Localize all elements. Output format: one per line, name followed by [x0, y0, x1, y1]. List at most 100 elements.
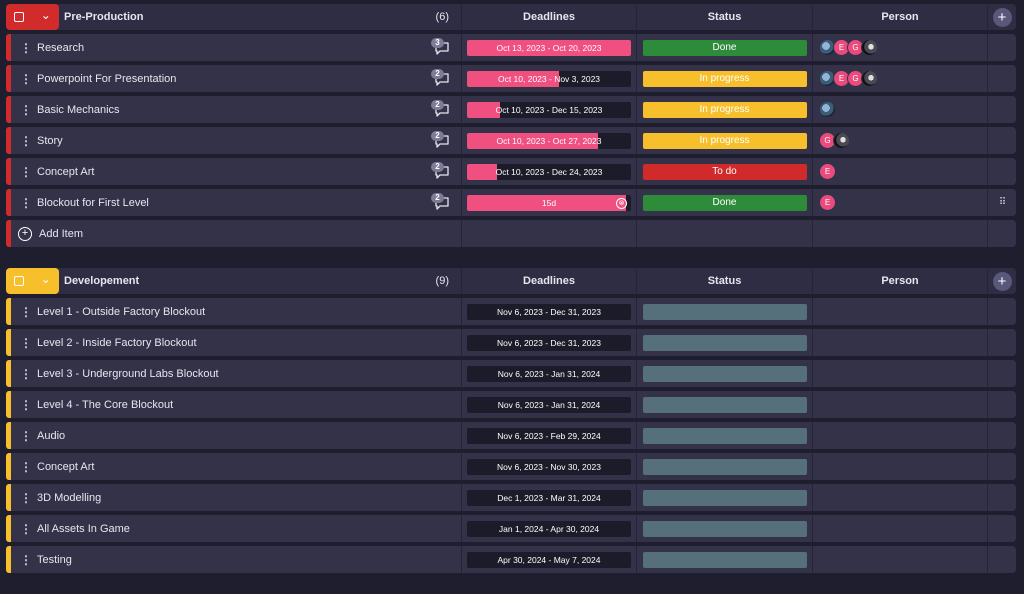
- person-cell[interactable]: [812, 329, 987, 356]
- timeline-bar[interactable]: Jan 1, 2024 - Apr 30, 2024: [467, 520, 631, 537]
- row-menu-icon[interactable]: ⋮: [20, 335, 32, 350]
- row-menu-icon[interactable]: ⋮: [20, 133, 32, 148]
- status-label[interactable]: In progress: [642, 132, 807, 149]
- avatar[interactable]: G: [847, 39, 864, 56]
- comments-button[interactable]: 2: [431, 193, 453, 211]
- status-label[interactable]: To do: [642, 163, 807, 180]
- comments-button[interactable]: 2: [431, 100, 453, 118]
- row-menu-icon[interactable]: ⋮: [20, 195, 32, 210]
- status-label[interactable]: In progress: [642, 101, 807, 118]
- plus-circle-icon[interactable]: +: [18, 226, 32, 241]
- status-cell[interactable]: [636, 546, 812, 573]
- avatar[interactable]: E: [833, 70, 850, 87]
- status-cell[interactable]: [636, 391, 812, 418]
- row-menu-icon[interactable]: ⋮: [20, 490, 32, 505]
- col-header-status[interactable]: Status: [636, 268, 812, 294]
- deadline-cell[interactable]: Oct 10, 2023 - Oct 27, 2023: [461, 127, 636, 154]
- row-menu-icon[interactable]: ⋮: [20, 397, 32, 412]
- status-cell[interactable]: [636, 422, 812, 449]
- timeline-bar[interactable]: Nov 6, 2023 - Dec 31, 2023: [467, 334, 631, 351]
- person-cell[interactable]: [812, 484, 987, 511]
- select-all-checkbox[interactable]: [14, 276, 25, 286]
- chevron-down-icon[interactable]: ⌄: [40, 271, 51, 286]
- row-menu-icon[interactable]: ⋮: [20, 521, 32, 536]
- task-name[interactable]: Audio: [37, 429, 66, 442]
- person-cell[interactable]: [812, 453, 987, 480]
- deadline-cell[interactable]: Nov 6, 2023 - Jan 31, 2024: [461, 360, 636, 387]
- select-all-checkbox[interactable]: [14, 12, 25, 22]
- deadline-cell[interactable]: Nov 6, 2023 - Nov 30, 2023: [461, 453, 636, 480]
- avatar[interactable]: [819, 101, 836, 118]
- timeline-bar[interactable]: Nov 6, 2023 - Jan 31, 2024: [467, 365, 631, 382]
- deadline-cell[interactable]: Nov 6, 2023 - Dec 31, 2023: [461, 329, 636, 356]
- person-cell[interactable]: [812, 422, 987, 449]
- avatar[interactable]: [861, 70, 878, 87]
- status-label[interactable]: [642, 458, 807, 475]
- deadline-cell[interactable]: Nov 6, 2023 - Dec 31, 2023: [461, 298, 636, 325]
- status-cell[interactable]: [636, 298, 812, 325]
- person-cell[interactable]: [812, 515, 987, 542]
- clear-icon[interactable]: ⊗: [616, 197, 627, 209]
- task-name[interactable]: Level 1 - Outside Factory Blockout: [37, 305, 206, 318]
- task-name[interactable]: Level 2 - Inside Factory Blockout: [37, 336, 197, 349]
- timeline-bar[interactable]: Apr 30, 2024 - May 7, 2024: [467, 551, 631, 568]
- task-name[interactable]: Level 3 - Underground Labs Blockout: [37, 367, 219, 380]
- row-menu-icon[interactable]: ⋮: [20, 459, 32, 474]
- deadline-cell[interactable]: Oct 10, 2023 - Nov 3, 2023: [461, 65, 636, 92]
- row-menu-icon[interactable]: ⋮: [20, 71, 32, 86]
- person-cell[interactable]: [812, 360, 987, 387]
- status-label[interactable]: [642, 396, 807, 413]
- col-header-deadlines[interactable]: Deadlines: [461, 4, 636, 30]
- status-label[interactable]: Done: [642, 39, 807, 56]
- status-cell[interactable]: [636, 329, 812, 356]
- add-column-button[interactable]: +: [992, 7, 1012, 27]
- status-label[interactable]: In progress: [642, 70, 807, 87]
- timeline-bar[interactable]: Nov 6, 2023 - Dec 31, 2023: [467, 303, 631, 320]
- status-cell[interactable]: [636, 515, 812, 542]
- timeline-bar[interactable]: Nov 6, 2023 - Feb 29, 2024: [467, 427, 631, 444]
- add-item-cell[interactable]: + Add Item: [6, 220, 461, 247]
- status-cell[interactable]: [636, 360, 812, 387]
- timeline-bar[interactable]: Oct 10, 2023 - Dec 24, 2023: [467, 163, 631, 180]
- timeline-bar[interactable]: Nov 6, 2023 - Jan 31, 2024: [467, 396, 631, 413]
- avatar[interactable]: E: [819, 194, 836, 211]
- deadline-cell[interactable]: 15d ⊗: [461, 189, 636, 216]
- status-cell[interactable]: In progress: [636, 65, 812, 92]
- group-collapse-toggle[interactable]: ⌄: [6, 268, 59, 294]
- comments-button[interactable]: 2: [431, 131, 453, 149]
- status-cell[interactable]: Done: [636, 34, 812, 61]
- row-menu-icon[interactable]: ⋮: [20, 304, 32, 319]
- person-cell[interactable]: G: [812, 127, 987, 154]
- row-menu-icon[interactable]: ⋮: [20, 366, 32, 381]
- status-cell[interactable]: [636, 484, 812, 511]
- deadline-cell[interactable]: Oct 10, 2023 - Dec 15, 2023: [461, 96, 636, 123]
- chevron-down-icon[interactable]: ⌄: [40, 7, 51, 22]
- deadline-cell[interactable]: Apr 30, 2024 - May 7, 2024: [461, 546, 636, 573]
- deadline-cell[interactable]: Oct 10, 2023 - Dec 24, 2023: [461, 158, 636, 185]
- task-name[interactable]: Testing: [37, 553, 72, 566]
- deadline-cell[interactable]: Nov 6, 2023 - Feb 29, 2024: [461, 422, 636, 449]
- status-cell[interactable]: To do: [636, 158, 812, 185]
- timeline-bar[interactable]: Dec 1, 2023 - Mar 31, 2024: [467, 489, 631, 506]
- row-menu-icon[interactable]: ⋮: [20, 40, 32, 55]
- status-label[interactable]: [642, 303, 807, 320]
- status-cell[interactable]: In progress: [636, 127, 812, 154]
- status-label[interactable]: [642, 365, 807, 382]
- add-column-button[interactable]: +: [992, 271, 1012, 291]
- task-name[interactable]: Research: [37, 41, 85, 54]
- col-header-person[interactable]: Person: [812, 4, 987, 30]
- col-header-deadlines[interactable]: Deadlines: [461, 268, 636, 294]
- status-cell[interactable]: In progress: [636, 96, 812, 123]
- deadline-cell[interactable]: Dec 1, 2023 - Mar 31, 2024: [461, 484, 636, 511]
- avatar[interactable]: E: [833, 39, 850, 56]
- group-collapse-toggle[interactable]: ⌄: [6, 4, 59, 30]
- person-cell[interactable]: E: [812, 189, 987, 216]
- task-name[interactable]: Level 4 - The Core Blockout: [37, 398, 174, 411]
- person-cell[interactable]: [812, 391, 987, 418]
- status-cell[interactable]: [636, 453, 812, 480]
- row-menu-icon[interactable]: ⋮: [20, 102, 32, 117]
- status-cell[interactable]: Done: [636, 189, 812, 216]
- task-name[interactable]: Story: [37, 134, 63, 147]
- comments-button[interactable]: 2: [431, 162, 453, 180]
